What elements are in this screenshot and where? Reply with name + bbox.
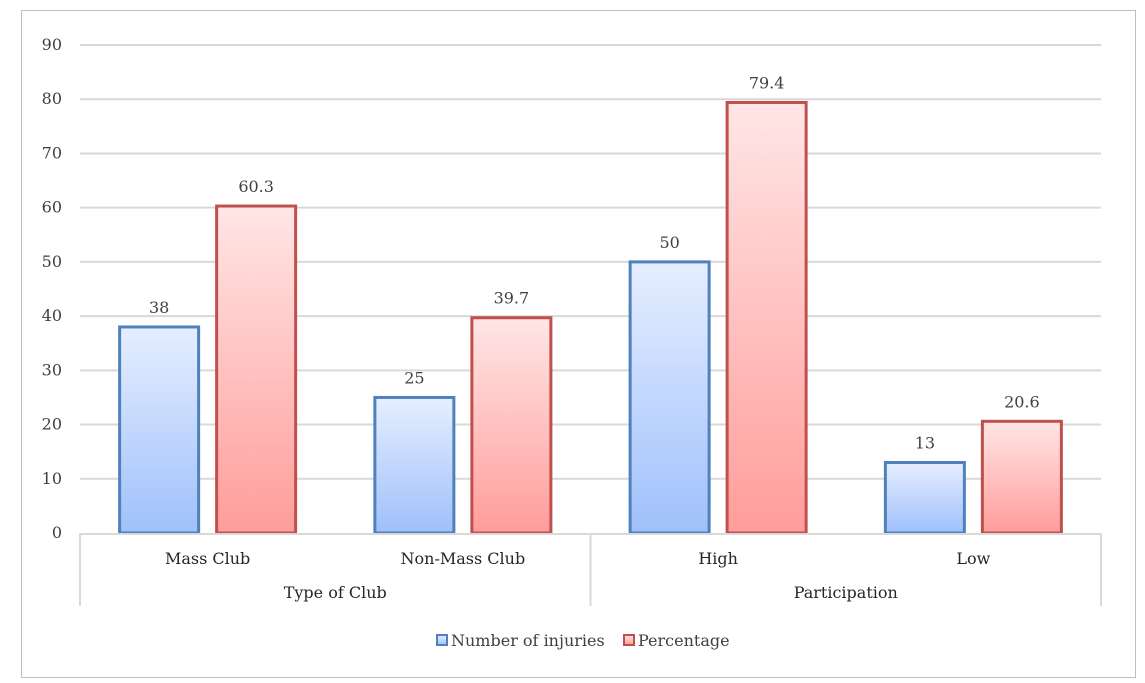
x-category-label: Low [956,549,990,568]
y-tick-label: 80 [42,89,62,108]
bar-percentage-high [725,100,808,535]
bars [118,100,1063,535]
bar-number-of-injuries-mass-club [118,325,201,535]
y-tick-label: 10 [42,469,62,488]
y-tick-label: 30 [42,360,62,379]
y-tick-label: 20 [42,415,62,434]
x-category-label: High [698,549,738,568]
x-axis: Mass Club Non-Mass Club High Low Type of Clu… [79,533,1102,606]
bar-percentage-mass-club [215,204,298,535]
data-labels: 38 60.3 25 39.7 50 79.4 13 20.6 [149,73,1040,452]
y-tick-label: 60 [42,198,62,217]
y-tick-label: 0 [52,523,62,542]
bar-number-of-injuries-low [883,461,966,535]
bar-percentage-non-mass-club [470,316,553,535]
x-group-label: Participation [794,583,898,602]
bar-percentage-low [980,419,1063,535]
data-label: 25 [404,368,424,387]
chart-frame [21,10,1136,678]
legend-swatch [623,634,635,646]
y-tick-label: 70 [42,143,62,162]
data-label: 60.3 [238,177,274,196]
data-label: 39.7 [494,289,530,308]
bar-number-of-injuries-non-mass-club [373,395,456,535]
bar-number-of-injuries-high [628,260,711,535]
legend-swatch [436,634,448,646]
y-tick-label: 50 [42,252,62,271]
data-label: 20.6 [1004,392,1040,411]
data-label: 50 [659,233,679,252]
y-tick-label: 40 [42,306,62,325]
x-category-label: Mass Club [165,549,250,568]
data-label: 13 [915,434,935,453]
legend-label: Percentage [638,631,730,650]
legend-label: Number of injuries [451,631,605,650]
x-category-label: Non-Mass Club [401,549,526,568]
y-axis-ticks: 0 10 20 30 40 50 60 70 80 90 [42,35,62,542]
y-tick-label: 90 [42,35,62,54]
data-label: 79.4 [749,73,785,92]
legend: Number of injuries Percentage [436,631,730,650]
data-label: 38 [149,298,169,317]
x-group-label: Type of Club [284,583,387,602]
